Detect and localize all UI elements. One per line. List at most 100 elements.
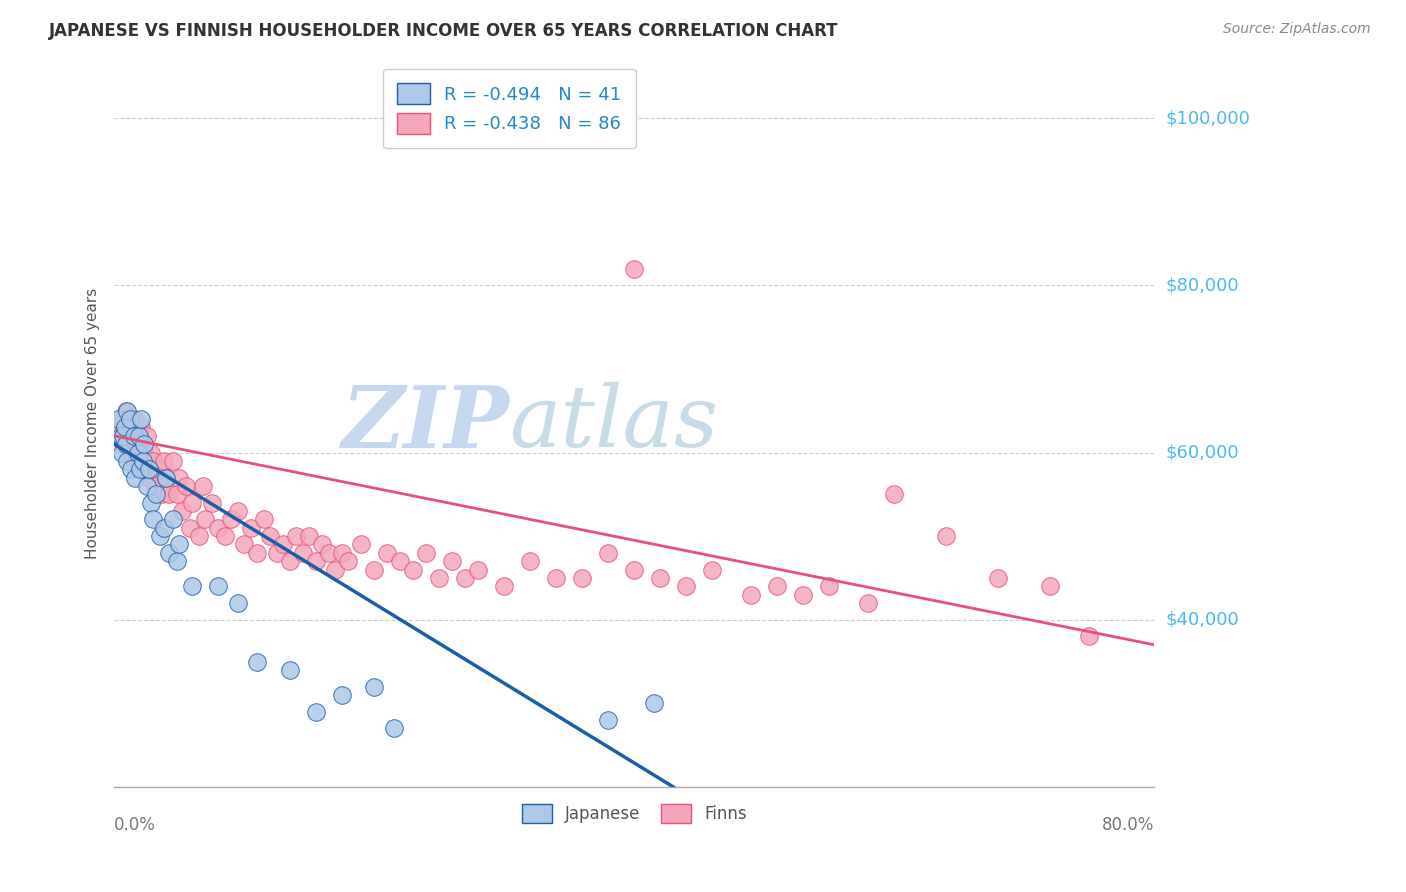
Point (650, 571, 672, 585)
Point (132, 445, 155, 459)
Text: JAPANESE VS FINNISH HOUSEHOLDER INCOME OVER 65 YEARS CORRELATION CHART: JAPANESE VS FINNISH HOUSEHOLDER INCOME O… (49, 22, 839, 40)
Point (112, 437, 135, 451)
Point (152, 454, 174, 468)
Point (131, 420, 153, 434)
Point (131, 412, 153, 426)
Point (170, 504, 193, 518)
Point (1078, 630, 1101, 644)
Point (598, 546, 620, 560)
Point (132, 437, 155, 451)
Point (162, 454, 184, 468)
Point (740, 588, 762, 602)
Point (643, 696, 665, 710)
Point (454, 571, 477, 585)
Point (187, 529, 209, 543)
Point (305, 705, 328, 719)
Point (278, 554, 301, 568)
Point (194, 512, 217, 526)
Point (623, 261, 645, 276)
Point (207, 579, 229, 593)
Point (139, 496, 162, 510)
Point (110, 412, 132, 426)
Point (214, 529, 236, 543)
Point (259, 529, 281, 543)
Point (266, 546, 288, 560)
Point (598, 713, 620, 727)
Point (155, 470, 177, 484)
Point (766, 579, 789, 593)
Point (142, 454, 165, 468)
Point (115, 429, 138, 443)
Point (271, 537, 294, 551)
Point (363, 680, 385, 694)
Point (675, 579, 697, 593)
Point (122, 412, 145, 426)
Point (311, 537, 333, 551)
Point (207, 521, 229, 535)
Point (120, 462, 142, 476)
Point (427, 571, 450, 585)
Text: ZIP: ZIP (342, 382, 509, 465)
Point (115, 403, 138, 417)
Point (132, 462, 155, 476)
Text: $80,000: $80,000 (1166, 277, 1239, 294)
Point (129, 462, 152, 476)
Point (124, 470, 146, 484)
Point (138, 470, 160, 484)
Point (330, 546, 353, 560)
Text: Source: ZipAtlas.com: Source: ZipAtlas.com (1223, 22, 1371, 37)
Point (166, 554, 188, 568)
Text: $60,000: $60,000 (1166, 443, 1239, 461)
Point (467, 563, 489, 577)
Point (298, 529, 321, 543)
Point (149, 462, 172, 476)
Point (792, 588, 814, 602)
Point (201, 496, 224, 510)
Point (253, 512, 276, 526)
Point (132, 454, 155, 468)
Point (415, 546, 437, 560)
Point (330, 688, 353, 702)
Point (239, 521, 262, 535)
Point (122, 429, 145, 443)
Point (278, 663, 301, 677)
Point (226, 504, 249, 518)
Point (145, 479, 167, 493)
Point (157, 487, 180, 501)
Point (571, 571, 593, 585)
Point (155, 470, 177, 484)
Point (318, 546, 340, 560)
Point (166, 487, 188, 501)
Point (167, 470, 190, 484)
Point (127, 429, 149, 443)
Point (111, 445, 134, 459)
Point (139, 445, 162, 459)
Point (623, 563, 645, 577)
Legend: Japanese, Finns: Japanese, Finns (516, 797, 754, 830)
Point (1039, 579, 1062, 593)
Point (402, 563, 425, 577)
Point (157, 546, 180, 560)
Point (191, 479, 214, 493)
Point (987, 571, 1010, 585)
Point (129, 437, 152, 451)
Point (519, 554, 541, 568)
Point (125, 454, 148, 468)
Point (935, 529, 957, 543)
Point (337, 554, 360, 568)
Point (118, 412, 141, 426)
Point (246, 546, 269, 560)
Point (285, 529, 308, 543)
Point (883, 487, 905, 501)
Point (107, 412, 129, 426)
Point (233, 537, 256, 551)
Point (167, 537, 190, 551)
Point (363, 563, 385, 577)
Point (142, 512, 165, 526)
Point (120, 420, 142, 434)
Point (382, 722, 405, 736)
Point (494, 579, 516, 593)
Point (323, 563, 346, 577)
Point (135, 479, 157, 493)
Point (145, 487, 167, 501)
